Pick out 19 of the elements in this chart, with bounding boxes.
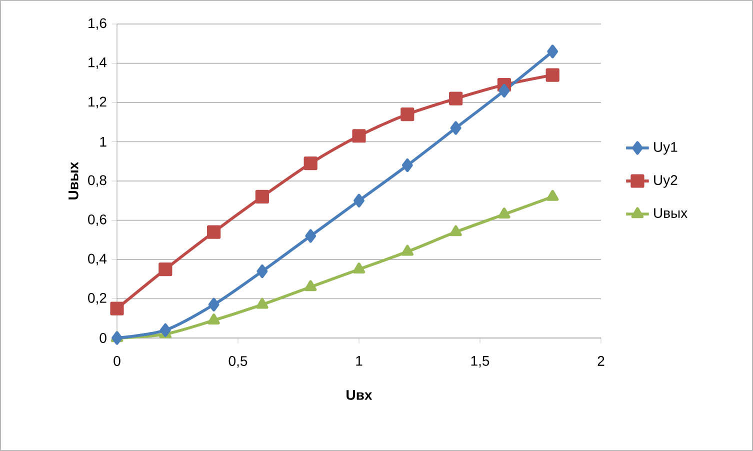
- legend-label: Uy2: [654, 175, 678, 188]
- y-tick-label: 1,6: [88, 18, 106, 30]
- x-tick-label: 2: [598, 356, 604, 366]
- y-tick-label: 0,6: [88, 214, 106, 226]
- y-tick-label: 0,2: [88, 292, 106, 305]
- x-axis-title: Uвх: [346, 390, 372, 400]
- x-tick-label: 1,5: [471, 356, 490, 368]
- legend-label: Uвых: [654, 208, 688, 218]
- y-tick-label: 0,4: [88, 254, 107, 266]
- x-tick-label: 0: [114, 356, 120, 366]
- y-axis-title: Uвых: [68, 162, 78, 200]
- y-tick-label: 0: [100, 333, 106, 343]
- y-tick-label: 0,8: [88, 175, 106, 187]
- x-tick-label: 1: [356, 356, 362, 366]
- y-tick-label: 1,2: [88, 96, 106, 108]
- legend-label: Uy1: [654, 142, 678, 155]
- x-tick-label: 0,5: [228, 356, 248, 368]
- y-tick-label: 1,4: [88, 58, 107, 69]
- y-tick-label: 1: [100, 136, 106, 147]
